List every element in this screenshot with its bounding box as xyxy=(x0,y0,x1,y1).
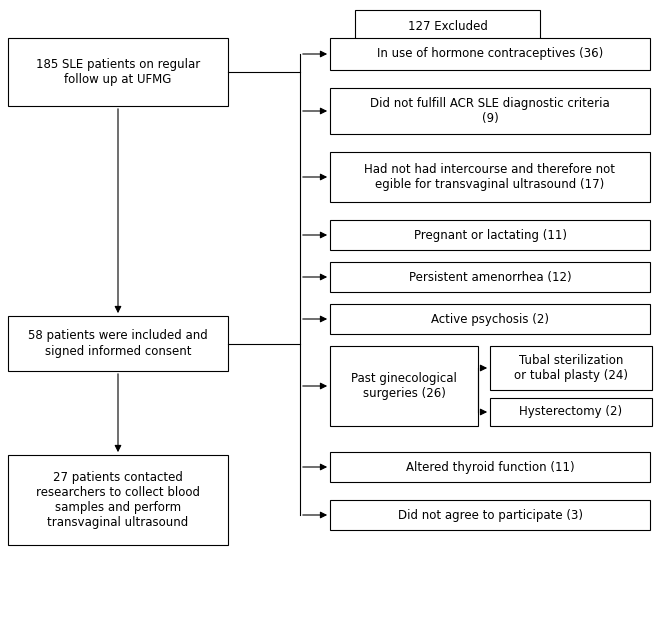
FancyBboxPatch shape xyxy=(330,262,650,292)
FancyBboxPatch shape xyxy=(330,38,650,70)
FancyBboxPatch shape xyxy=(330,452,650,482)
Text: Had not had intercourse and therefore not
egible for transvaginal ultrasound (17: Had not had intercourse and therefore no… xyxy=(364,163,616,191)
Text: Tubal sterilization
or tubal plasty (24): Tubal sterilization or tubal plasty (24) xyxy=(514,354,628,382)
Text: Pregnant or lactating (11): Pregnant or lactating (11) xyxy=(413,228,567,242)
FancyBboxPatch shape xyxy=(490,398,652,426)
Text: Did not agree to participate (3): Did not agree to participate (3) xyxy=(397,508,583,521)
FancyBboxPatch shape xyxy=(330,152,650,202)
FancyBboxPatch shape xyxy=(330,346,478,426)
Text: Did not fulfill ACR SLE diagnostic criteria
(9): Did not fulfill ACR SLE diagnostic crite… xyxy=(370,97,610,125)
Text: 185 SLE patients on regular
follow up at UFMG: 185 SLE patients on regular follow up at… xyxy=(36,58,200,86)
FancyBboxPatch shape xyxy=(8,455,228,545)
FancyBboxPatch shape xyxy=(330,304,650,334)
FancyBboxPatch shape xyxy=(490,346,652,390)
Text: Past ginecological
surgeries (26): Past ginecological surgeries (26) xyxy=(351,372,457,400)
FancyBboxPatch shape xyxy=(330,500,650,530)
Text: 58 patients were included and
signed informed consent: 58 patients were included and signed inf… xyxy=(28,329,208,357)
FancyBboxPatch shape xyxy=(330,88,650,134)
Text: In use of hormone contraceptives (36): In use of hormone contraceptives (36) xyxy=(377,48,603,61)
Text: 127 Excluded: 127 Excluded xyxy=(407,19,488,33)
Text: Persistent amenorrhea (12): Persistent amenorrhea (12) xyxy=(409,270,571,284)
Text: Hysterectomy (2): Hysterectomy (2) xyxy=(519,406,623,419)
FancyBboxPatch shape xyxy=(330,220,650,250)
FancyBboxPatch shape xyxy=(8,38,228,106)
Text: 27 patients contacted
researchers to collect blood
samples and perform
transvagi: 27 patients contacted researchers to col… xyxy=(36,471,200,529)
FancyBboxPatch shape xyxy=(8,316,228,371)
FancyBboxPatch shape xyxy=(355,10,540,42)
Text: Altered thyroid function (11): Altered thyroid function (11) xyxy=(406,461,574,473)
Text: Active psychosis (2): Active psychosis (2) xyxy=(431,312,549,326)
